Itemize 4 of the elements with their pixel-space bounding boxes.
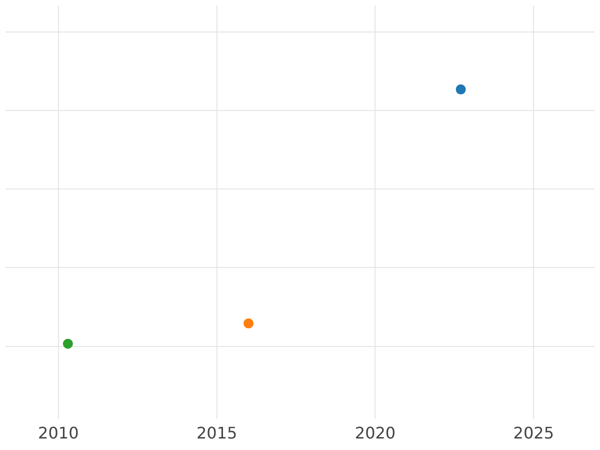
x-tick-label: 2010 <box>38 424 79 443</box>
x-tick-label: 2020 <box>354 424 396 443</box>
x-tick-label: 2025 <box>513 424 554 443</box>
x-tick-label: 2015 <box>196 424 238 443</box>
